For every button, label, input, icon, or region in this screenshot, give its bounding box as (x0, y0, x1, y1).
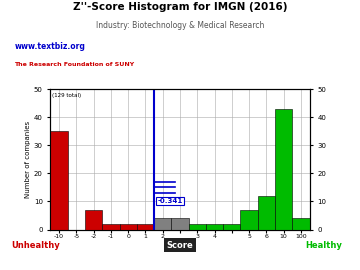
Bar (206, 224, 223, 230)
Text: www.textbiz.org: www.textbiz.org (14, 42, 85, 50)
Text: The Research Foundation of SUNY: The Research Foundation of SUNY (14, 62, 135, 67)
Text: Industry: Biotechnology & Medical Research: Industry: Biotechnology & Medical Resear… (96, 21, 264, 30)
Bar (189, 224, 206, 230)
Bar (50, 131, 68, 230)
Bar (171, 218, 189, 230)
Text: (129 total): (129 total) (52, 93, 81, 98)
Text: Z''-Score Histogram for IMGN (2016): Z''-Score Histogram for IMGN (2016) (73, 2, 287, 12)
Bar (154, 218, 171, 230)
Bar (258, 196, 275, 230)
Bar (102, 224, 120, 230)
Bar (275, 109, 292, 230)
Bar (240, 210, 258, 230)
Text: Healthy: Healthy (306, 241, 342, 250)
Bar (137, 224, 154, 230)
Y-axis label: Number of companies: Number of companies (25, 121, 31, 198)
Text: Score: Score (167, 241, 193, 250)
Bar (120, 224, 137, 230)
Text: -0.341: -0.341 (158, 198, 183, 204)
Bar (85, 210, 102, 230)
Bar (223, 224, 240, 230)
Bar (292, 218, 310, 230)
Text: Unhealthy: Unhealthy (12, 241, 60, 250)
